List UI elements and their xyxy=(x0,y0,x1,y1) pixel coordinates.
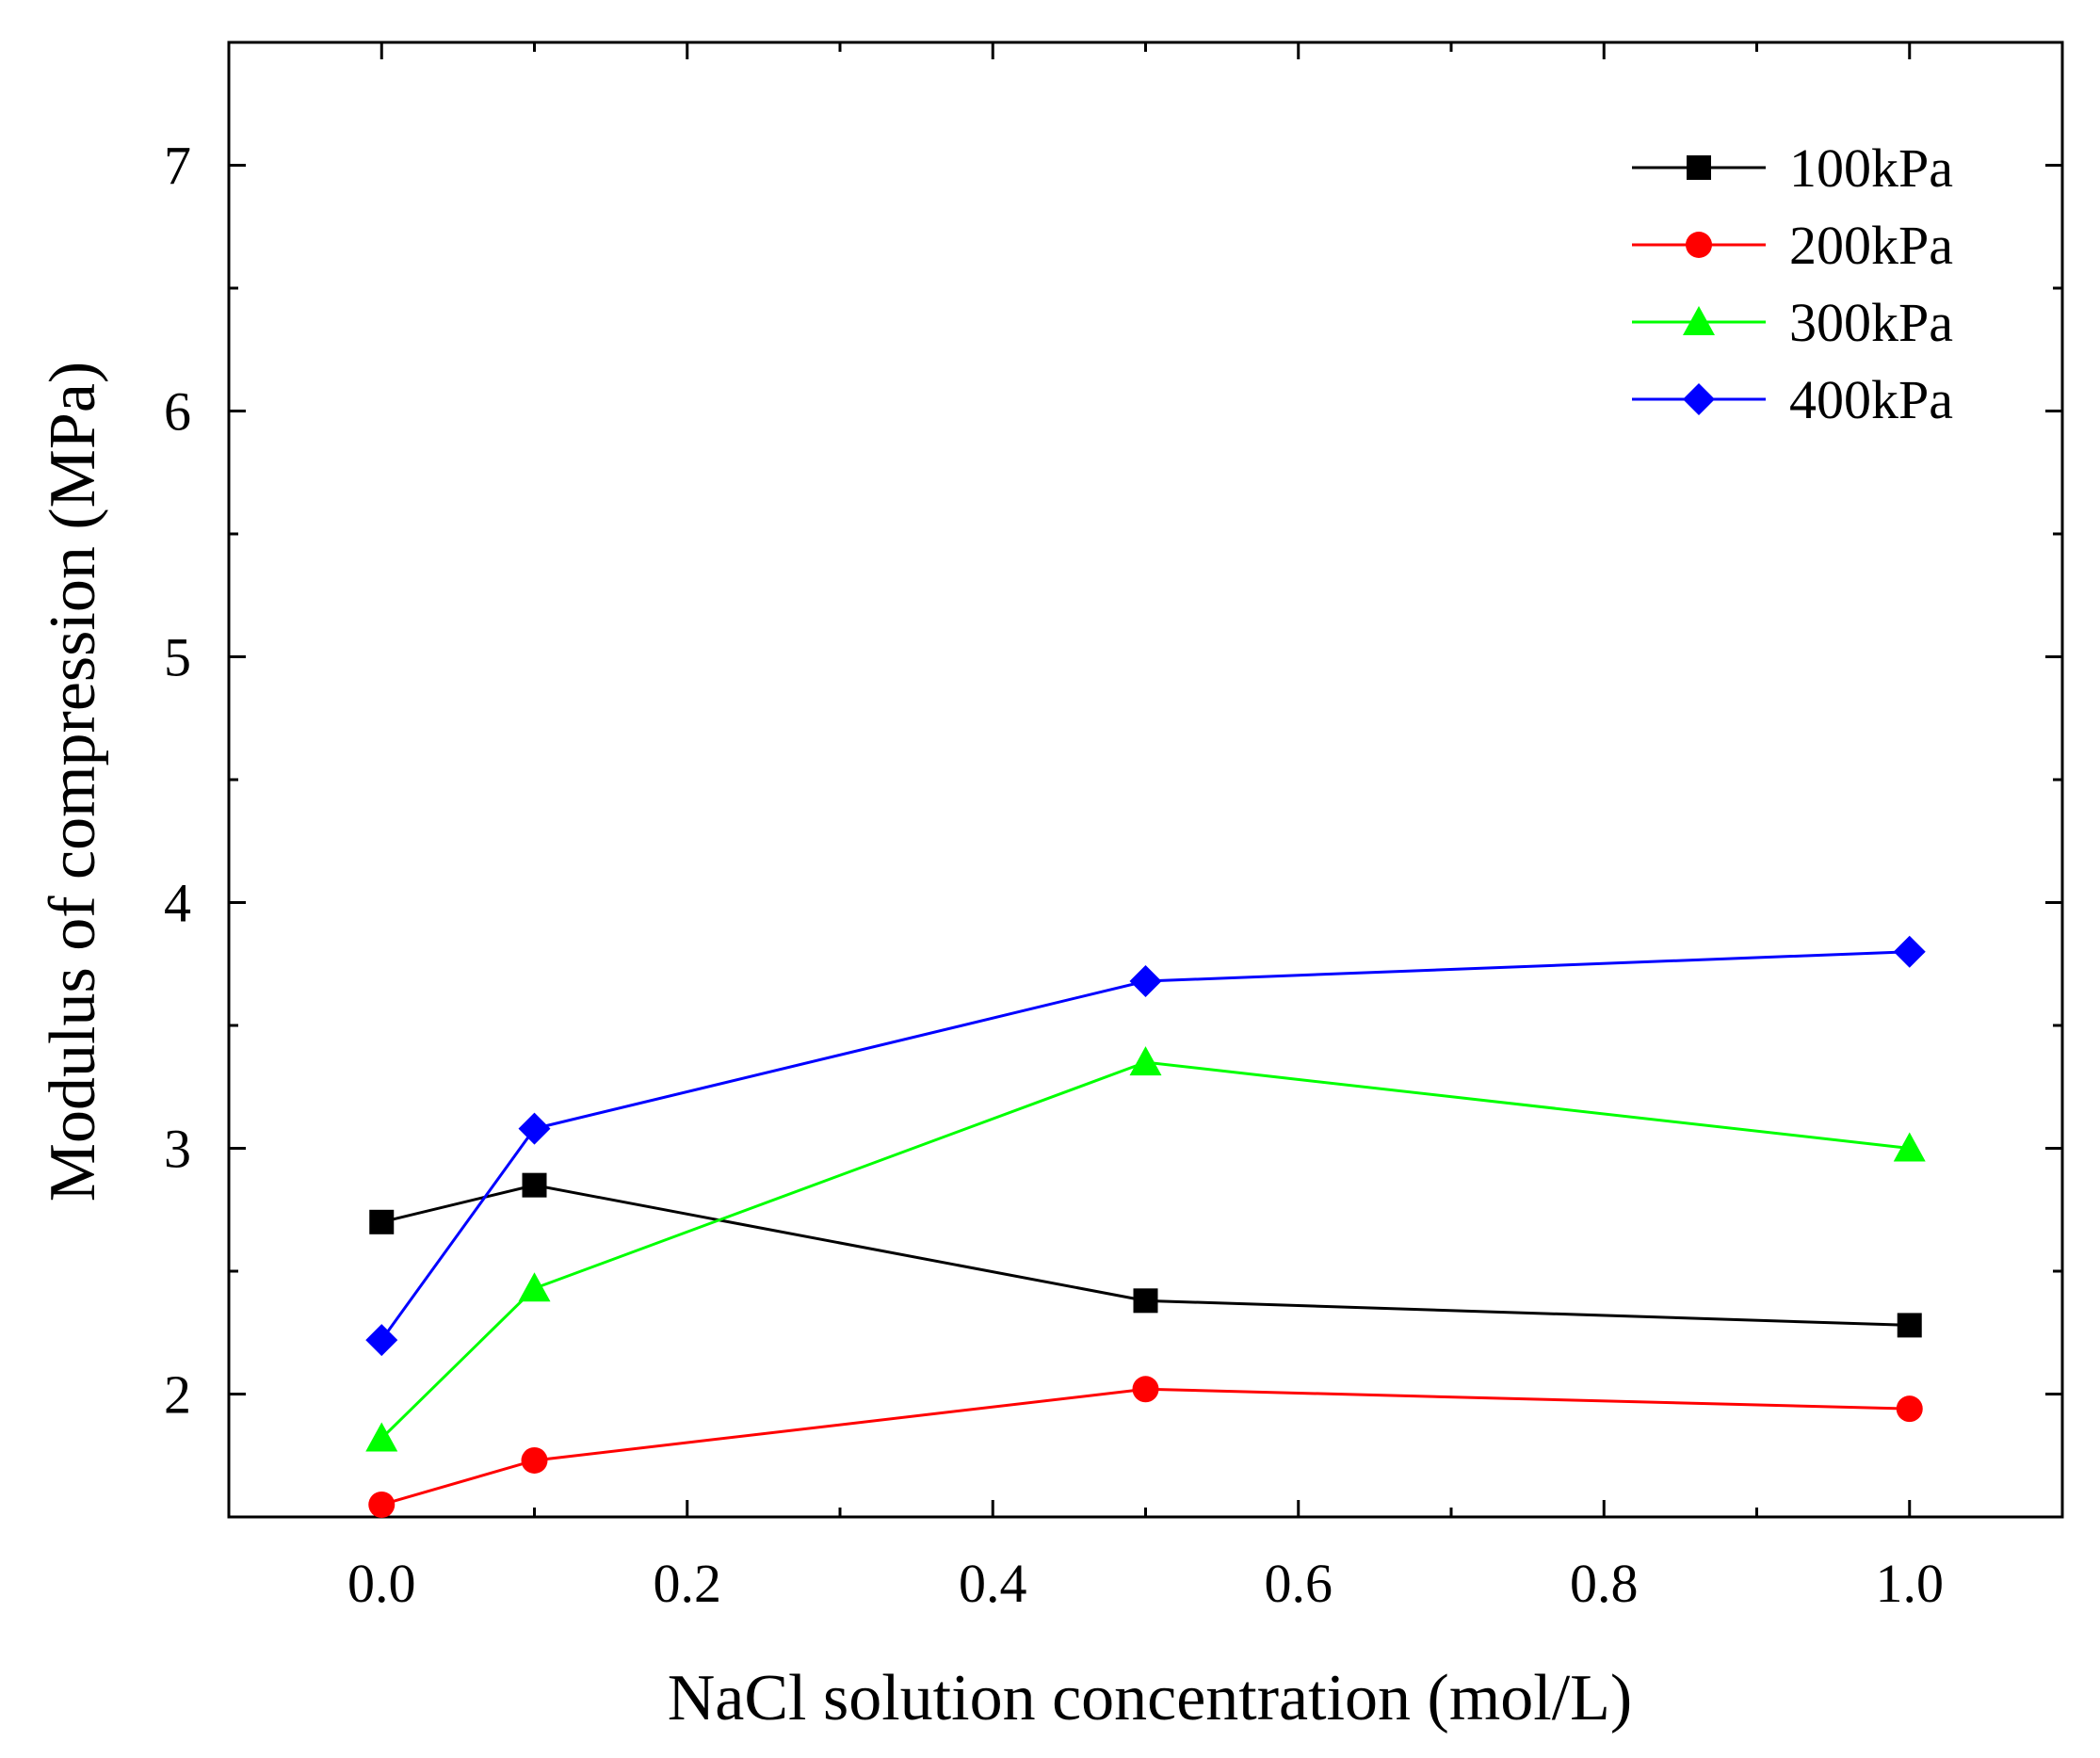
legend-entry: 200kPa xyxy=(1632,215,1953,276)
legend-label: 200kPa xyxy=(1789,215,1953,276)
data-point xyxy=(518,1272,551,1302)
data-point xyxy=(365,1324,398,1357)
series-400kPa xyxy=(365,935,1926,1357)
data-point xyxy=(1132,1376,1159,1403)
axes: 0.0 0.2 0.4 0.6 0.8 1.0 2 3 4 5 6 7 xyxy=(164,42,2062,1614)
y-tick-label: 7 xyxy=(164,136,191,197)
legend-label: 400kPa xyxy=(1789,369,1953,430)
data-point xyxy=(369,1209,395,1234)
y-tick-label: 5 xyxy=(164,627,191,688)
x-tick-label: 1.0 xyxy=(1876,1553,1945,1614)
series-group xyxy=(365,935,1926,1518)
y-tick-label: 4 xyxy=(164,873,191,934)
data-point xyxy=(365,1422,398,1452)
data-point xyxy=(1893,1132,1926,1162)
y-axis-title: Modulus of compression (MPa) xyxy=(37,362,109,1202)
legend-marker xyxy=(1683,306,1715,335)
data-point xyxy=(521,1446,548,1474)
legend-entry: 400kPa xyxy=(1632,369,1953,430)
series-line xyxy=(380,1184,1910,1327)
legend-marker xyxy=(1683,383,1715,415)
legend-label: 300kPa xyxy=(1789,292,1953,353)
data-point xyxy=(1129,965,1162,998)
data-point xyxy=(368,1491,396,1518)
data-point xyxy=(1897,1313,1922,1338)
data-point xyxy=(1129,1046,1162,1076)
series-200kPa xyxy=(368,1376,1923,1518)
data-point xyxy=(1893,935,1926,968)
legend: 100kPa 200kPa 300kPa 400kPa xyxy=(1632,137,1953,430)
legend-marker xyxy=(1687,155,1711,180)
y-tick-label: 3 xyxy=(164,1119,191,1180)
y-tick-label: 6 xyxy=(164,381,191,443)
x-axis-title: NaCl solution concentration (mol/L) xyxy=(668,1662,1633,1734)
legend-label: 100kPa xyxy=(1789,137,1953,199)
series-line xyxy=(380,1387,1910,1507)
x-tick-label: 0.6 xyxy=(1265,1553,1333,1614)
series-300kPa xyxy=(365,1046,1926,1452)
x-tick-label: 0.4 xyxy=(959,1553,1027,1614)
x-tick-label: 0.0 xyxy=(347,1553,416,1614)
series-line xyxy=(380,1060,1910,1440)
x-tick-label: 0.8 xyxy=(1570,1553,1639,1614)
series-line xyxy=(380,950,1910,1341)
y-tick-label: 2 xyxy=(164,1364,191,1426)
legend-entry: 100kPa xyxy=(1632,137,1953,199)
data-point xyxy=(522,1172,547,1198)
series-100kPa xyxy=(369,1172,1922,1338)
data-point xyxy=(518,1112,551,1145)
legend-entry: 300kPa xyxy=(1632,292,1953,353)
data-point xyxy=(1133,1288,1158,1314)
x-tick-label: 0.2 xyxy=(654,1553,722,1614)
data-point xyxy=(1896,1395,1923,1423)
legend-marker xyxy=(1686,232,1712,258)
